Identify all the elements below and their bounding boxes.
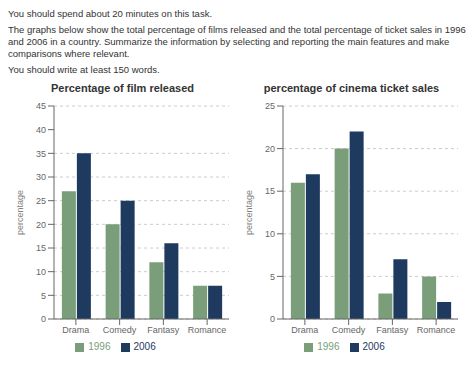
svg-text:25: 25 (265, 101, 275, 111)
svg-text:10: 10 (265, 229, 275, 239)
svg-text:30: 30 (36, 172, 46, 182)
svg-text:Comedy: Comedy (103, 325, 137, 335)
svg-text:25: 25 (36, 196, 46, 206)
html-text:2006: 2006 (362, 341, 385, 352)
svg-text:10: 10 (36, 267, 46, 277)
svg-text:5: 5 (270, 272, 275, 282)
svg-text:20: 20 (265, 144, 275, 154)
svg-text:35: 35 (36, 149, 46, 159)
html-text:The graphs below show the tota: The graphs below show the total percenta… (8, 24, 466, 59)
svg-text:Romance: Romance (188, 325, 227, 335)
html-text:You should spend about 20 minu: You should spend about 20 minutes on thi… (8, 8, 212, 19)
svg-text:Drama: Drama (62, 325, 89, 335)
html-text:percentage of cinema ticket sa: percentage of cinema ticket sales (263, 82, 440, 94)
svg-text:Fantasy: Fantasy (376, 325, 409, 335)
svg-text:percentage: percentage (15, 190, 25, 235)
svg-text:15: 15 (265, 186, 275, 196)
svg-text:15: 15 (36, 243, 46, 253)
html-text:You should write at least 150: You should write at least 150 words. (8, 64, 160, 75)
svg-text:percentage: percentage (244, 190, 254, 235)
svg-text:20: 20 (36, 220, 46, 230)
svg-text:45: 45 (36, 101, 46, 111)
svg-text:40: 40 (36, 125, 46, 135)
svg-text:Romance: Romance (417, 325, 456, 335)
html-text:1996: 1996 (317, 341, 340, 352)
html-text:Percentage of film released: Percentage of film released (51, 82, 194, 94)
html-text:1996: 1996 (88, 341, 111, 352)
svg-text:Comedy: Comedy (332, 325, 366, 335)
html-text:2006: 2006 (133, 341, 156, 352)
svg-text:0: 0 (270, 314, 275, 324)
svg-text:5: 5 (41, 291, 46, 301)
svg-text:0: 0 (41, 314, 46, 324)
svg-text:Fantasy: Fantasy (147, 325, 180, 335)
svg-text:Drama: Drama (291, 325, 318, 335)
